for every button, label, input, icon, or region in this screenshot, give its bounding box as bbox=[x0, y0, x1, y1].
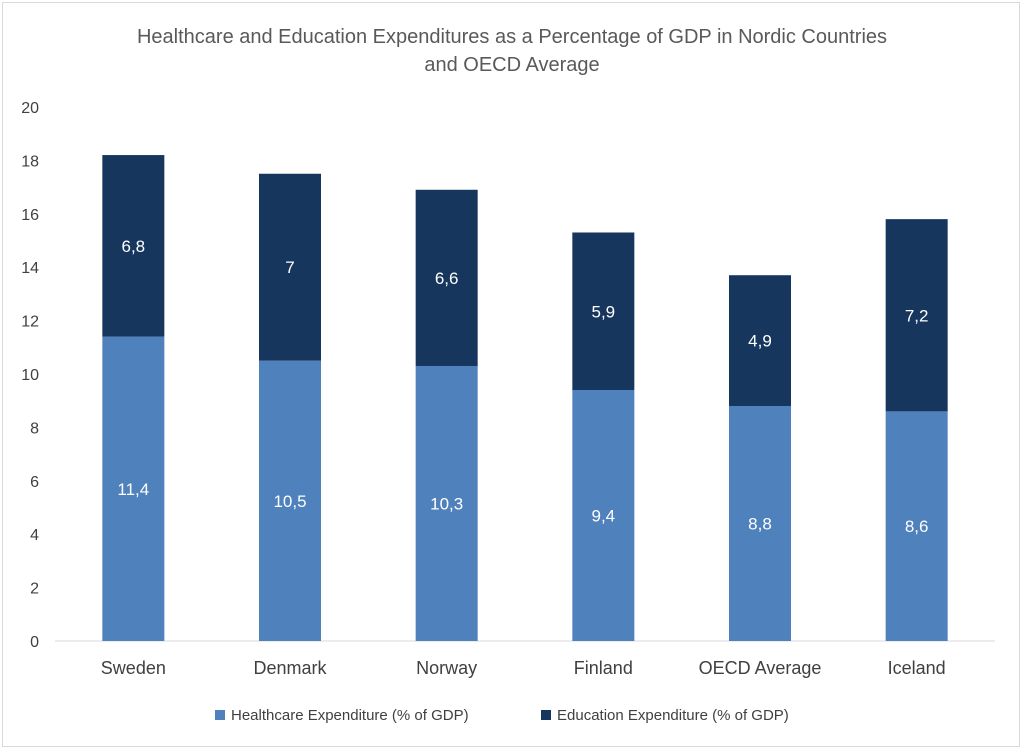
x-tick-label: Sweden bbox=[101, 658, 166, 678]
y-tick-label: 2 bbox=[30, 581, 39, 598]
bar-education-sweden bbox=[102, 155, 165, 337]
x-tick-label: Iceland bbox=[888, 658, 946, 678]
data-label: 6,6 bbox=[435, 269, 459, 288]
x-tick-label: Norway bbox=[416, 658, 477, 678]
y-tick-label: 20 bbox=[21, 100, 39, 117]
bar-healthcare-norway bbox=[415, 365, 478, 641]
data-label: 8,6 bbox=[905, 517, 929, 536]
bar-healthcare-sweden bbox=[102, 336, 165, 641]
legend-swatch bbox=[215, 710, 225, 720]
x-tick-label: Denmark bbox=[253, 658, 327, 678]
chart-title: Healthcare and Education Expenditures as… bbox=[137, 26, 887, 76]
chart-title-line-1: Healthcare and Education Expenditures as… bbox=[137, 26, 887, 48]
data-label: 10,3 bbox=[430, 494, 463, 513]
y-tick-label: 6 bbox=[30, 474, 39, 491]
data-labels-group: 11,4 6,8 10,5 7 10,3 6,6 9,4 5,9 8,8 4,9 8,6 7,2 bbox=[117, 237, 928, 536]
data-label: 7 bbox=[285, 258, 294, 277]
bar-healthcare-finland bbox=[572, 390, 635, 641]
bar-healthcare-oecd-average bbox=[729, 406, 791, 641]
y-tick-label: 12 bbox=[21, 314, 39, 331]
y-tick-label: 14 bbox=[21, 260, 39, 277]
data-label: 4,9 bbox=[748, 332, 772, 351]
bar-education-oecd-average bbox=[729, 275, 791, 407]
bar-education-denmark bbox=[259, 173, 321, 361]
y-axis: 0 2 4 6 8 10 12 14 16 18 20 bbox=[21, 100, 39, 651]
data-label: 6,8 bbox=[122, 237, 146, 256]
y-tick-label: 16 bbox=[21, 207, 39, 224]
bar-education-iceland bbox=[885, 219, 948, 412]
bar-healthcare-denmark bbox=[259, 360, 321, 641]
y-tick-label: 18 bbox=[21, 153, 39, 170]
data-label: 11,4 bbox=[117, 480, 149, 499]
x-tick-label: OECD Average bbox=[699, 658, 822, 678]
legend-label: Healthcare Expenditure (% of GDP) bbox=[231, 707, 469, 724]
bar-education-finland bbox=[572, 232, 635, 391]
chart-canvas: Healthcare and Education Expenditures as… bbox=[21, 26, 995, 724]
data-label: 10,5 bbox=[273, 492, 306, 511]
bar-series-group bbox=[102, 155, 948, 641]
x-tick-label: Finland bbox=[574, 658, 633, 678]
y-tick-label: 10 bbox=[21, 367, 39, 384]
bar-education-norway bbox=[415, 189, 478, 366]
y-tick-label: 4 bbox=[30, 527, 39, 544]
chart-title-line-2: and OECD Average bbox=[424, 54, 599, 76]
legend-swatch bbox=[541, 710, 551, 720]
data-label: 8,8 bbox=[748, 515, 772, 534]
legend-label: Education Expenditure (% of GDP) bbox=[557, 707, 789, 724]
y-tick-label: 8 bbox=[30, 420, 39, 437]
x-axis: Sweden Denmark Norway Finland OECD Average Ic… bbox=[101, 658, 946, 678]
data-label: 5,9 bbox=[592, 302, 616, 321]
bar-healthcare-iceland bbox=[885, 411, 948, 641]
data-label: 7,2 bbox=[905, 306, 929, 325]
legend: Healthcare Expenditure (% of GDP) Educati… bbox=[215, 707, 789, 724]
data-label: 9,4 bbox=[592, 507, 616, 526]
y-tick-label: 0 bbox=[30, 634, 39, 651]
